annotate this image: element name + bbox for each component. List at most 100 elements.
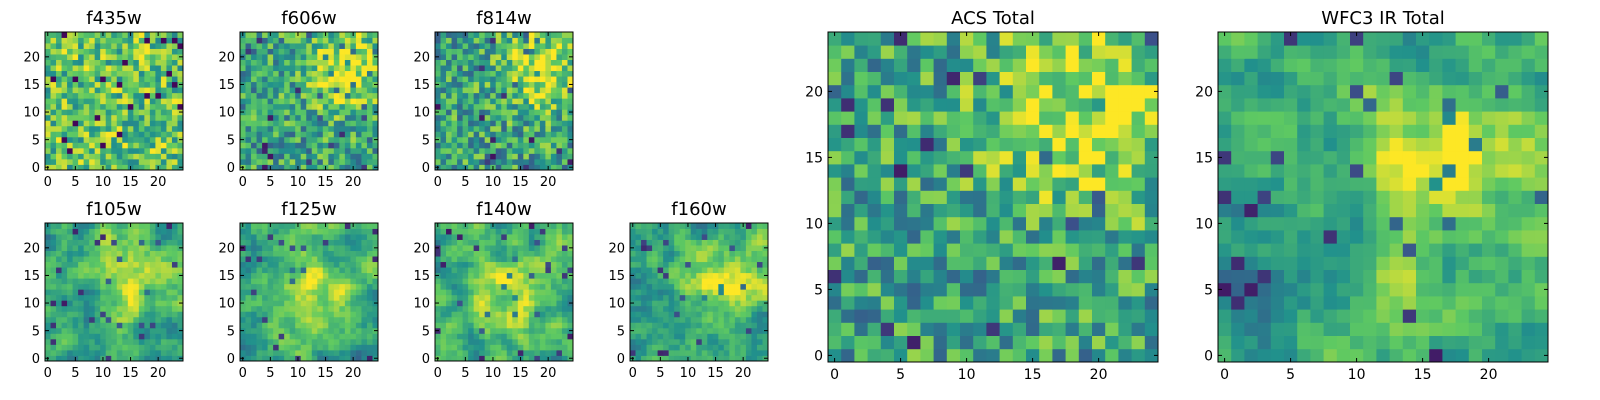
heatmap-cell [251,164,257,171]
heatmap-cell [278,87,285,94]
heatmap-cell [685,239,692,246]
heatmap-cell [127,142,134,149]
heatmap-cell [50,114,57,121]
heatmap-cell [451,54,458,60]
heatmap-cell [122,294,129,301]
heatmap-cell [506,278,513,285]
heatmap-cell [295,87,302,94]
heatmap-cell [479,300,486,307]
heatmap-cell [946,243,961,257]
heatmap-cell [1092,296,1106,310]
heatmap-cell [561,311,568,318]
heatmap-cell [490,234,497,240]
heatmap-cell [350,228,357,235]
heatmap-cell [278,153,285,160]
heatmap-cell [138,223,145,229]
heatmap-cell [72,131,79,138]
heatmap-cell [663,327,670,334]
heatmap-cell [712,305,719,312]
heatmap-cell [880,150,895,165]
heatmap-cell [133,131,140,138]
heatmap-cell [545,349,552,356]
heatmap-cell [328,289,335,296]
heatmap-cell [240,37,246,44]
heatmap-cell [278,59,285,66]
heatmap-cell [1065,243,1080,257]
heatmap-cell [245,327,252,334]
heatmap-cell [166,153,173,160]
heatmap-cell [256,234,263,240]
heatmap-cell [745,355,752,362]
heatmap-cell [457,48,463,55]
heatmap-cell [289,32,296,38]
heatmap-cell [668,283,675,290]
heatmap-cell [361,120,368,127]
axes-frame [629,222,769,362]
heatmap-cell [946,296,961,310]
heatmap-cell [122,92,129,99]
heatmap-cell [350,305,357,312]
heatmap-cell [284,327,291,334]
heatmap-cell [920,177,934,191]
heatmap-cell [344,147,351,154]
heatmap-cell [435,344,441,351]
heatmap-cell [50,245,57,251]
heatmap-cell [920,256,934,270]
heatmap-cell [550,147,557,154]
heatmap-cell [122,87,129,94]
heatmap-cell [495,294,502,301]
heatmap-cell [366,103,373,110]
heatmap-cell [933,190,948,204]
heatmap-cell [556,37,563,44]
heatmap-cell [495,272,502,279]
heatmap-cell [278,272,285,279]
heatmap-cell [83,223,90,229]
heatmap-cell [674,316,681,323]
heatmap-cell [567,120,574,127]
heatmap-cell [166,228,173,235]
heatmap-cell [462,344,469,351]
heatmap-cell [122,109,129,116]
heatmap-cell [446,267,452,274]
heatmap-cell [155,114,162,121]
heatmap-cell [556,338,563,345]
x-tick-label: 10 [290,366,307,381]
heatmap-cell [278,322,285,329]
heatmap-cell [355,223,362,229]
heatmap-cell [149,322,156,329]
heatmap-cell [317,344,324,351]
heatmap-cell [517,103,524,110]
heatmap-cell [273,87,280,94]
heatmap-cell [149,261,156,268]
heatmap-cell [177,278,184,285]
heatmap-cell [561,131,568,138]
heatmap-cell [240,289,246,296]
heatmap-cell [946,256,961,270]
heatmap-cell [45,147,51,154]
heatmap-cell [317,327,324,334]
heatmap-cell [512,92,519,99]
heatmap-cell [539,228,546,235]
heatmap-cell [339,142,346,149]
heatmap-cell [462,59,469,66]
heatmap-cell [138,142,145,149]
heatmap-cell [306,164,313,171]
heatmap-cell [67,223,73,229]
heatmap-cell [960,243,974,257]
heatmap-cell [240,333,246,340]
heatmap-cell [116,142,123,149]
heatmap-cell [960,190,974,204]
heatmap-cell [333,322,340,329]
heatmap-cell [240,48,246,55]
heatmap-cell [56,256,62,263]
heatmap-cell [166,136,173,143]
heatmap-cell [177,261,184,268]
heatmap-cell [306,234,313,240]
heatmap-cell [344,316,351,323]
heatmap-cell [339,153,346,160]
heatmap-cell [523,70,530,77]
heatmap-cell [734,300,741,307]
heatmap-cell [56,103,62,110]
heatmap-cell [328,239,335,246]
